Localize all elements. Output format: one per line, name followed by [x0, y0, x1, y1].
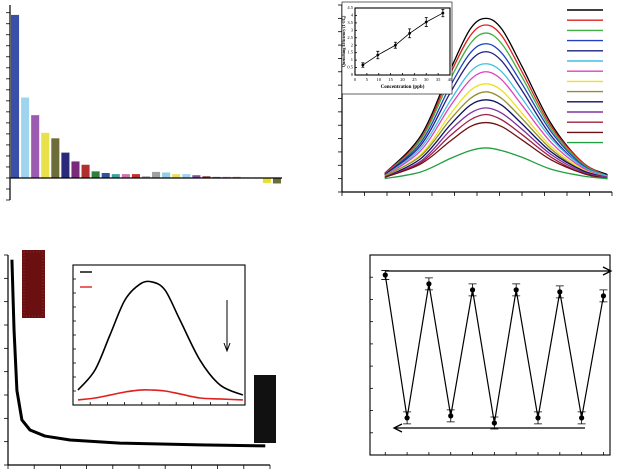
bar: [262, 177, 271, 183]
bar: [121, 174, 130, 178]
y-tick-label: 3.5: [347, 20, 353, 25]
y-tick-label: 3: [351, 27, 354, 32]
x-tick-label: 40: [448, 77, 453, 82]
bar: [182, 174, 191, 178]
inset-background: [341, 1, 453, 95]
marker: [424, 20, 428, 24]
marker: [579, 415, 585, 421]
y-tick-label: 0: [351, 72, 354, 77]
data-line: [384, 107, 608, 178]
sample-photo: [22, 250, 45, 318]
data-line: [77, 280, 244, 396]
bar: [272, 177, 281, 184]
x-tick-label: 35: [436, 77, 441, 82]
x-tick-label: 0: [354, 77, 357, 82]
bar: [31, 115, 40, 178]
data-line: [362, 12, 444, 66]
trend-arrow: [223, 300, 231, 353]
cycle-arrow: [392, 423, 585, 433]
data-line: [384, 43, 608, 177]
marker: [535, 415, 541, 421]
bar: [172, 174, 181, 178]
y-tick-label: 0.5: [347, 65, 353, 70]
bar: [11, 14, 20, 178]
x-tick-label: 25: [412, 77, 417, 82]
data-line: [384, 63, 608, 177]
data-line: [384, 91, 608, 178]
y-tick-label: 1.5: [347, 50, 353, 55]
cycle-arrow: [385, 266, 613, 276]
bar: [61, 152, 70, 178]
marker: [361, 63, 365, 67]
bar: [192, 175, 201, 178]
data-line: [384, 121, 608, 180]
marker: [404, 415, 410, 421]
bar: [71, 161, 80, 178]
sample-photo: [254, 375, 276, 443]
marker: [557, 289, 563, 295]
x-tick-label: 30: [424, 77, 429, 82]
marker: [376, 53, 380, 57]
y-axis-label: Quenching Efficiency (1-I/I₀): [341, 15, 346, 67]
marker: [600, 293, 607, 299]
x-tick-label: 20: [400, 77, 405, 82]
x-axis-label: Concentration (ppb): [381, 85, 425, 90]
bar: [91, 171, 100, 178]
data-line: [10, 259, 266, 448]
marker: [408, 31, 412, 35]
data-line: [384, 17, 608, 176]
bar: [202, 176, 211, 178]
marker: [441, 11, 445, 15]
bar: [162, 172, 171, 178]
y-tick-label: 2: [351, 42, 353, 47]
x-tick-label: 5: [366, 77, 369, 82]
data-line: [384, 147, 608, 180]
y-tick-label: 4.5: [347, 5, 353, 10]
marker: [426, 281, 432, 287]
data-line: [384, 99, 608, 178]
bar: [51, 138, 60, 178]
data-line: [384, 71, 608, 178]
data-line: [384, 113, 608, 180]
marker: [491, 420, 497, 426]
x-tick-label: 10: [377, 77, 382, 82]
marker: [393, 43, 397, 47]
data-line: [384, 24, 608, 177]
bar: [21, 97, 30, 178]
y-tick-label: 1: [351, 57, 353, 62]
plot-frame: [369, 254, 611, 456]
bar: [41, 132, 50, 178]
bar: [141, 176, 151, 178]
marker: [382, 272, 388, 278]
bar: [152, 171, 161, 178]
data-line: [384, 274, 605, 424]
y-tick-label: 2.5: [347, 35, 353, 40]
bar: [131, 174, 140, 178]
y-tick-label: 4: [351, 12, 354, 17]
marker: [513, 287, 519, 293]
bar: [111, 174, 120, 178]
x-tick-label: 15: [388, 77, 393, 82]
bar: [81, 164, 90, 178]
data-line: [384, 51, 608, 177]
marker: [469, 287, 476, 293]
data-line: [384, 83, 608, 178]
marker: [448, 413, 454, 419]
data-line: [384, 32, 608, 177]
bar: [101, 173, 110, 178]
data-line: [77, 389, 243, 401]
sample-photo-texture: [23, 251, 44, 317]
